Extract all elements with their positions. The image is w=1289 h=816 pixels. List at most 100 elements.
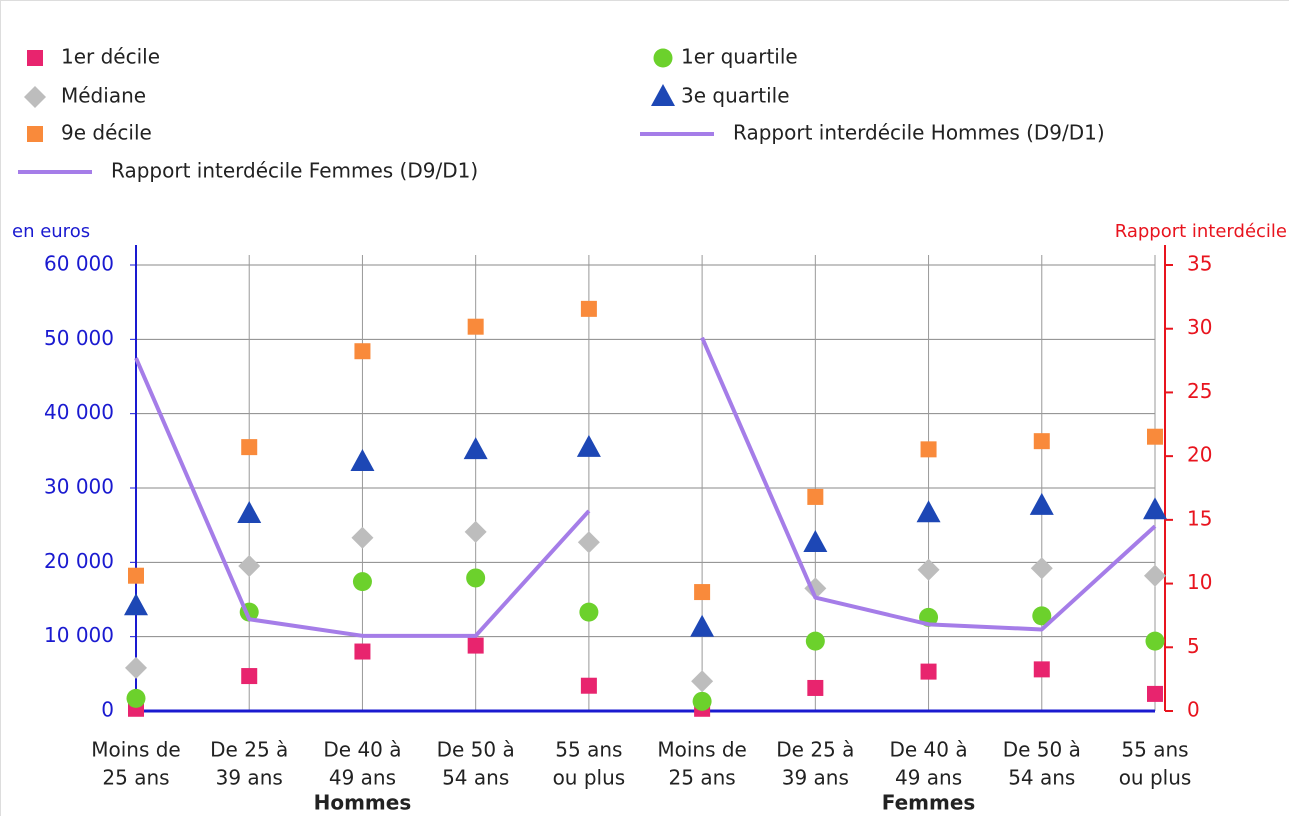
legend-label: Médiane xyxy=(61,84,146,108)
ratio-line xyxy=(700,336,1157,632)
data-point xyxy=(128,567,144,584)
data-point xyxy=(807,679,824,696)
data-point xyxy=(580,677,597,694)
data-point xyxy=(350,448,375,471)
data-point xyxy=(1145,631,1165,651)
legend-label: 1er décile xyxy=(61,45,160,69)
data-point xyxy=(354,343,371,360)
data-point xyxy=(463,437,488,460)
data-point xyxy=(1033,433,1050,450)
y2-tick-label: 35 xyxy=(1187,252,1212,276)
x-tick-label: De 25 à xyxy=(776,738,854,762)
y-tick-label: 10 000 xyxy=(44,623,114,647)
data-point xyxy=(916,500,941,523)
data-point xyxy=(241,439,258,456)
y-axis-label: en euros xyxy=(12,221,90,242)
x-tick-label: De 50 à xyxy=(437,738,515,762)
y-tick-label: 60 000 xyxy=(44,252,114,276)
legend-label: 9e décile xyxy=(61,121,152,145)
y-tick-label: 20 000 xyxy=(44,549,114,573)
data-point xyxy=(467,637,484,654)
x-tick-label: 55 ans xyxy=(555,738,622,762)
y-tick-label: 0 xyxy=(101,698,114,722)
legend-marker xyxy=(27,50,43,66)
data-point xyxy=(124,593,148,616)
data-point xyxy=(125,656,147,679)
data-point xyxy=(1147,685,1163,702)
x-tick-label: 54 ans xyxy=(1008,766,1075,790)
data-point xyxy=(352,572,372,592)
x-tick-label: 54 ans xyxy=(442,766,509,790)
y2-tick-label: 5 xyxy=(1187,634,1200,658)
data-point xyxy=(1029,492,1054,515)
x-tick-label: 39 ans xyxy=(782,766,849,790)
x-tick-label: 25 ans xyxy=(102,766,169,790)
data-point xyxy=(1144,564,1166,587)
data-point xyxy=(466,568,486,588)
data-point xyxy=(237,501,262,524)
legend-marker xyxy=(653,48,673,68)
data-point xyxy=(580,300,597,317)
ratio-line xyxy=(134,357,591,638)
y2-tick-label: 15 xyxy=(1187,506,1212,530)
data-point xyxy=(917,558,940,581)
group-label: Hommes xyxy=(314,791,412,815)
data-point xyxy=(1147,428,1163,445)
y2-tick-label: 25 xyxy=(1187,379,1212,403)
x-tick-label: De 40 à xyxy=(323,738,401,762)
x-tick-label: 25 ans xyxy=(669,766,736,790)
legend-label: 1er quartile xyxy=(681,45,798,69)
x-tick-label: Moins de xyxy=(91,738,181,762)
data-point xyxy=(1033,661,1050,678)
data-point xyxy=(1143,497,1167,520)
data-point xyxy=(464,520,487,543)
x-tick-label: 49 ans xyxy=(329,766,396,790)
data-point xyxy=(467,318,484,335)
data-point xyxy=(354,643,371,660)
y-tick-label: 50 000 xyxy=(44,326,114,350)
data-point xyxy=(694,584,711,601)
legend-marker xyxy=(651,84,675,106)
data-point xyxy=(807,488,824,505)
y2-tick-label: 10 xyxy=(1187,570,1212,594)
x-tick-label: ou plus xyxy=(553,766,626,790)
data-point xyxy=(1030,557,1053,580)
y2-axis-label: Rapport interdécile xyxy=(1115,221,1287,242)
x-tick-label: De 40 à xyxy=(889,738,967,762)
legend-label: Rapport interdécile Femmes (D9/D1) xyxy=(111,159,478,183)
legend-label: Rapport interdécile Hommes (D9/D1) xyxy=(733,121,1105,145)
x-tick-label: 49 ans xyxy=(895,766,962,790)
x-tick-label: 39 ans xyxy=(216,766,283,790)
data-point xyxy=(576,434,601,457)
x-tick-label: 55 ans xyxy=(1121,738,1188,762)
x-tick-label: De 25 à xyxy=(210,738,288,762)
y2-tick-label: 20 xyxy=(1187,443,1212,467)
legend-label: 3e quartile xyxy=(681,84,790,108)
data-point xyxy=(690,614,715,637)
y2-tick-label: 0 xyxy=(1187,698,1200,722)
y-tick-label: 30 000 xyxy=(44,475,114,499)
data-point xyxy=(351,526,374,549)
data-point xyxy=(920,663,937,680)
y-tick-label: 40 000 xyxy=(44,400,114,424)
data-point xyxy=(126,688,146,708)
data-point xyxy=(1032,606,1052,626)
data-point xyxy=(920,441,937,458)
x-tick-label: ou plus xyxy=(1119,766,1192,790)
data-point xyxy=(577,531,600,554)
data-point xyxy=(579,602,599,622)
data-point xyxy=(691,670,714,693)
data-point xyxy=(805,631,825,651)
data-point xyxy=(692,691,712,711)
legend-marker xyxy=(27,126,43,142)
data-point xyxy=(238,555,261,578)
data-point xyxy=(241,668,258,685)
group-label: Femmes xyxy=(882,791,976,815)
legend-marker xyxy=(24,86,46,108)
y2-tick-label: 30 xyxy=(1187,315,1212,339)
x-tick-label: De 50 à xyxy=(1003,738,1081,762)
x-tick-label: Moins de xyxy=(657,738,747,762)
data-point xyxy=(803,530,828,553)
